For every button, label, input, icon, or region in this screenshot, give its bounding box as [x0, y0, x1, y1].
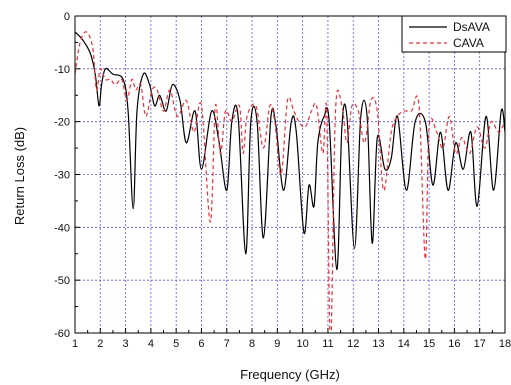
x-axis-title: Frequency (GHz) — [240, 367, 340, 382]
x-tick-label: 18 — [499, 338, 511, 350]
x-tick-label: 6 — [198, 338, 204, 350]
x-tick-label: 11 — [322, 338, 333, 350]
x-tick-label: 12 — [347, 338, 359, 350]
x-tick-label: 4 — [148, 338, 154, 350]
legend-label-dsava: DsAVA — [453, 20, 490, 34]
y-tick-label: 0 — [64, 11, 70, 23]
series-line-cava — [75, 31, 505, 333]
x-tick-label: 13 — [372, 338, 384, 350]
y-tick-label: -50 — [54, 275, 70, 287]
x-tick-label: 15 — [423, 338, 435, 350]
x-tick-label: 2 — [97, 338, 103, 350]
y-tick-label: -60 — [54, 328, 70, 340]
x-tick-label: 3 — [123, 338, 129, 350]
axis-ticks: 1 2 3 4 5 6 7 8 9 10 11 12 13 14 15 16 17 180-10-20-30-40… — [54, 11, 511, 350]
x-tick-label: 16 — [448, 338, 460, 350]
legend-label-cava: CAVA — [453, 36, 484, 50]
x-tick-label: 14 — [398, 338, 410, 350]
x-tick-label: 1 — [72, 338, 78, 350]
x-tick-label: 10 — [297, 338, 309, 350]
x-tick-label: 7 — [224, 338, 230, 350]
legend-box — [401, 15, 507, 53]
y-tick-label: -30 — [54, 170, 70, 182]
series-line-dsava — [75, 31, 505, 271]
x-tick-label: 5 — [173, 338, 179, 350]
y-tick-label: -40 — [54, 222, 70, 234]
legend: DsAVA CAVA — [401, 15, 507, 53]
x-tick-label: 8 — [249, 338, 255, 350]
x-tick-label: 17 — [474, 338, 486, 350]
y-axis-title: Return Loss (dB) — [12, 127, 27, 225]
y-tick-label: -20 — [54, 117, 70, 129]
x-tick-label: 9 — [274, 338, 280, 350]
series-lines — [75, 31, 505, 333]
y-tick-label: -10 — [54, 64, 70, 76]
grid — [75, 16, 505, 333]
